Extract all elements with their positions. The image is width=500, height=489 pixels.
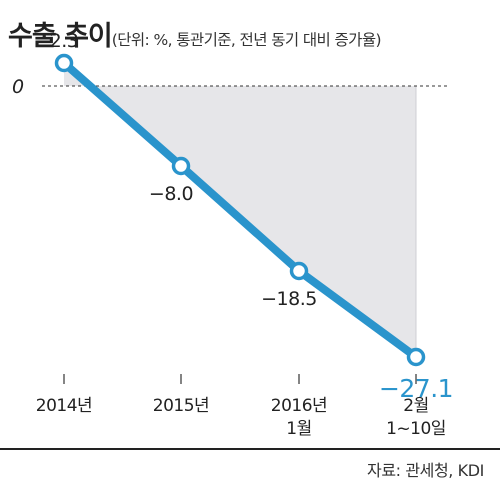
chart-title-row: 수출 추이(단위: %, 통관기준, 전년 동기 대비 증가율) [8,14,382,53]
data-label: −18.5 [261,288,317,310]
data-label: 2.3 [50,30,79,52]
data-point [54,53,74,73]
data-label: −8.0 [149,183,193,205]
zero-line-layer: 0 [12,76,450,98]
chart-title: 수출 추이 [8,21,113,52]
x-tick-label: 2월 1~10일 [386,396,446,439]
data-point [406,347,426,367]
x-tick-label: 2014년 [36,396,92,416]
x-axis-layer: 2014년 2015년 2016년 1월 2월 1~10일 [36,374,446,439]
x-tick-label: 2016년 1월 [271,396,327,439]
zero-label: 0 [12,76,24,98]
series-line [60,59,420,361]
data-points-layer [54,53,426,367]
source-note: 자료: 관세청, KDI [367,461,484,480]
data-point [171,156,191,176]
data-point [289,261,309,281]
data-labels-layer: 2.3−8.0−18.5−27.1 [50,30,454,403]
chart-subtitle: (단위: %, 통관기준, 전년 동기 대비 증가율) [111,31,382,49]
x-tick-label: 2015년 [153,396,209,416]
footer-divider [0,448,500,450]
series-line-layer [60,59,420,361]
